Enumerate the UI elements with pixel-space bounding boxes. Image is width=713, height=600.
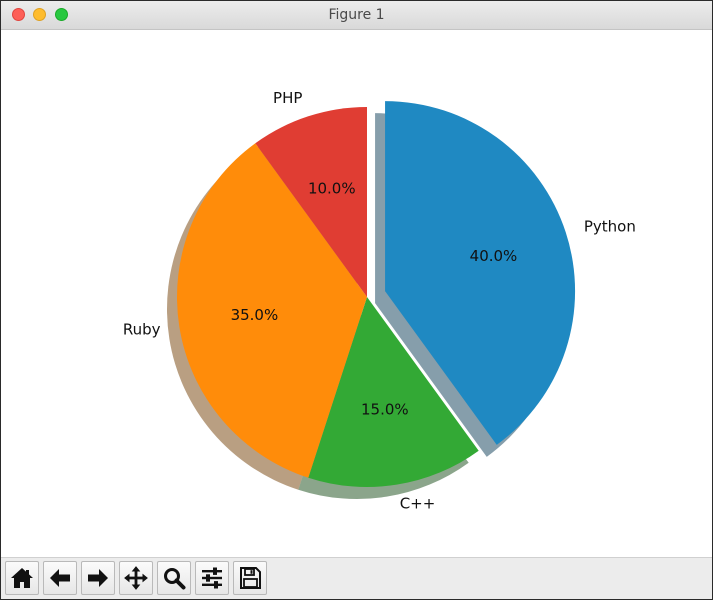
pie-slice-php bbox=[255, 107, 367, 297]
arrow-right-icon bbox=[88, 569, 108, 587]
minimize-window-button[interactable] bbox=[33, 8, 46, 21]
percent-label-ruby: 35.0% bbox=[231, 306, 279, 324]
title-bar: Figure 1 bbox=[1, 1, 712, 30]
percent-label-php: 10.0% bbox=[308, 180, 356, 198]
category-label-php: PHP bbox=[273, 89, 302, 107]
percent-label-cplusplus: 15.0% bbox=[361, 401, 409, 419]
home-icon bbox=[11, 568, 33, 588]
window-title: Figure 1 bbox=[328, 7, 385, 23]
pan-button[interactable] bbox=[119, 561, 153, 595]
category-label-cplusplus: C++ bbox=[400, 494, 436, 512]
category-label-ruby: Ruby bbox=[123, 321, 161, 339]
pie-chart: 40.0% Python 15.0% C++ 35.0% Ruby 10.0% PHP bbox=[123, 89, 636, 512]
zoom-button[interactable] bbox=[157, 561, 191, 595]
pie-slice-python bbox=[385, 101, 576, 445]
pie-slice-cplusplus bbox=[308, 297, 479, 487]
back-button[interactable] bbox=[43, 561, 77, 595]
close-window-button[interactable] bbox=[12, 8, 25, 21]
percent-label-python: 40.0% bbox=[470, 247, 518, 265]
figure-canvas: 40.0% Python 15.0% C++ 35.0% Ruby 10.0% PHP bbox=[1, 30, 712, 557]
save-button[interactable] bbox=[233, 561, 267, 595]
home-button[interactable] bbox=[5, 561, 39, 595]
category-label-python: Python bbox=[584, 218, 636, 236]
move-icon bbox=[124, 566, 148, 590]
sliders-icon bbox=[202, 567, 222, 589]
floppy-disk-icon bbox=[240, 567, 261, 589]
subplots-button[interactable] bbox=[195, 561, 229, 595]
forward-button[interactable] bbox=[81, 561, 115, 595]
arrow-left-icon bbox=[50, 569, 70, 587]
navigation-toolbar bbox=[1, 557, 712, 599]
pie-slice-ruby bbox=[176, 143, 367, 478]
maximize-window-button[interactable] bbox=[55, 8, 68, 21]
magnifier-icon bbox=[164, 568, 186, 590]
